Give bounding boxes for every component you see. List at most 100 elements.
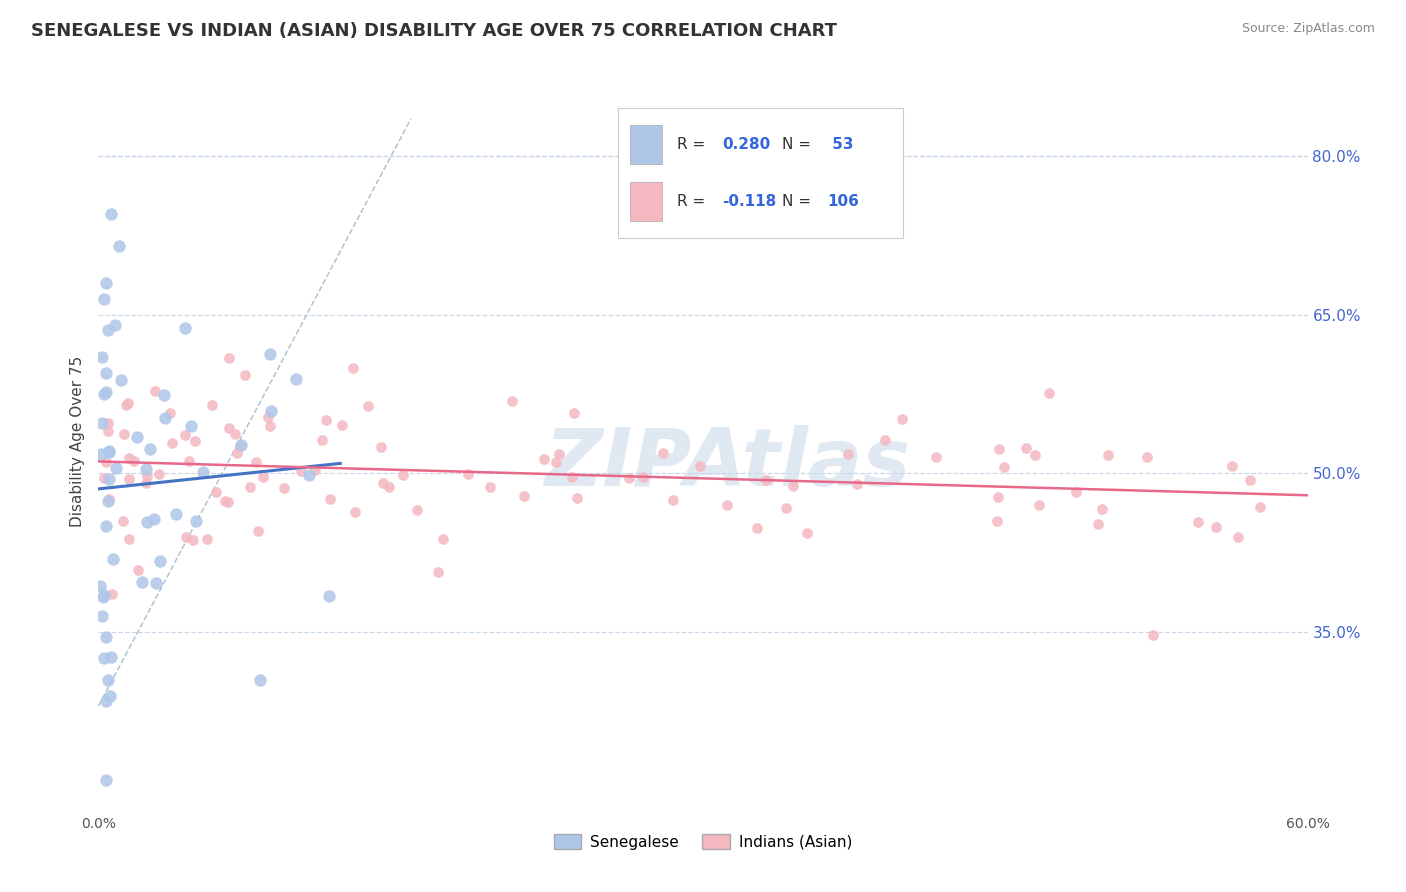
Point [235,368,257,382]
Point [93,471,115,485]
Point [318,589,340,603]
Point [127,563,149,577]
Point [117,396,139,410]
Point [546,455,568,469]
Text: 53: 53 [827,137,853,153]
Point [94,454,117,468]
Point [159,406,181,420]
Point [153,388,176,402]
Point [290,464,312,478]
Point [135,515,157,529]
Point [135,468,157,483]
Point [1205,520,1227,534]
Point [122,454,145,468]
Point [107,239,129,253]
Point [180,418,202,433]
Point [118,532,141,546]
Point [93,292,115,306]
Point [1142,627,1164,641]
Point [1087,517,1109,532]
Point [1239,473,1261,487]
Point [97,324,120,338]
Point [256,409,278,424]
Text: 0.280: 0.280 [723,137,770,153]
Point [97,673,120,687]
Point [249,673,271,687]
Y-axis label: Disability Age Over 75: Disability Age Over 75 [70,356,86,527]
Point [987,442,1010,456]
Point [252,469,274,483]
Point [153,411,176,425]
Point [565,491,588,506]
Point [617,470,640,484]
Point [1028,498,1050,512]
Point [259,418,281,433]
Point [315,412,337,426]
Point [755,474,778,488]
Point [342,360,364,375]
Point [796,526,818,541]
Point [98,492,121,507]
Point [1024,448,1046,462]
Point [218,351,240,365]
FancyBboxPatch shape [619,109,903,238]
Point [993,459,1015,474]
Point [247,524,270,538]
Point [90,447,112,461]
Point [118,450,141,465]
Point [986,514,1008,528]
Text: N =: N = [782,137,815,153]
Point [782,479,804,493]
Point [184,514,207,528]
Point [1064,485,1087,500]
Point [110,372,132,386]
Point [837,447,859,461]
Text: Source: ZipAtlas.com: Source: ZipAtlas.com [1241,22,1375,36]
Point [1249,500,1271,515]
Point [273,481,295,495]
Point [405,503,427,517]
Point [98,445,121,459]
Point [174,530,197,544]
Point [135,476,157,491]
Point [891,411,914,425]
Point [304,463,326,477]
Text: -0.118: -0.118 [723,194,776,209]
Point [427,565,450,579]
Point [201,398,224,412]
Point [332,418,354,433]
Point [96,772,118,787]
Point [143,511,166,525]
Point [392,468,415,483]
Point [479,480,502,494]
Point [181,533,204,547]
Point [239,480,262,494]
Point [204,485,226,500]
Point [229,439,252,453]
Point [94,385,117,400]
Point [343,505,366,519]
Point [101,587,124,601]
Bar [630,182,662,221]
Point [115,398,138,412]
Point [226,446,249,460]
Point [93,651,115,665]
Point [925,450,948,464]
Point [91,350,114,364]
Point [298,468,321,483]
Point [378,480,401,494]
Point [97,471,120,485]
Point [533,452,555,467]
Point [1038,386,1060,401]
Text: R =: R = [676,137,710,153]
Point [1220,458,1243,473]
Point [285,371,308,385]
Point [260,404,283,418]
Point [370,440,392,454]
Point [160,436,183,450]
Point [1091,501,1114,516]
Point [139,442,162,456]
Point [218,421,240,435]
Point [513,489,536,503]
Point [103,552,125,566]
